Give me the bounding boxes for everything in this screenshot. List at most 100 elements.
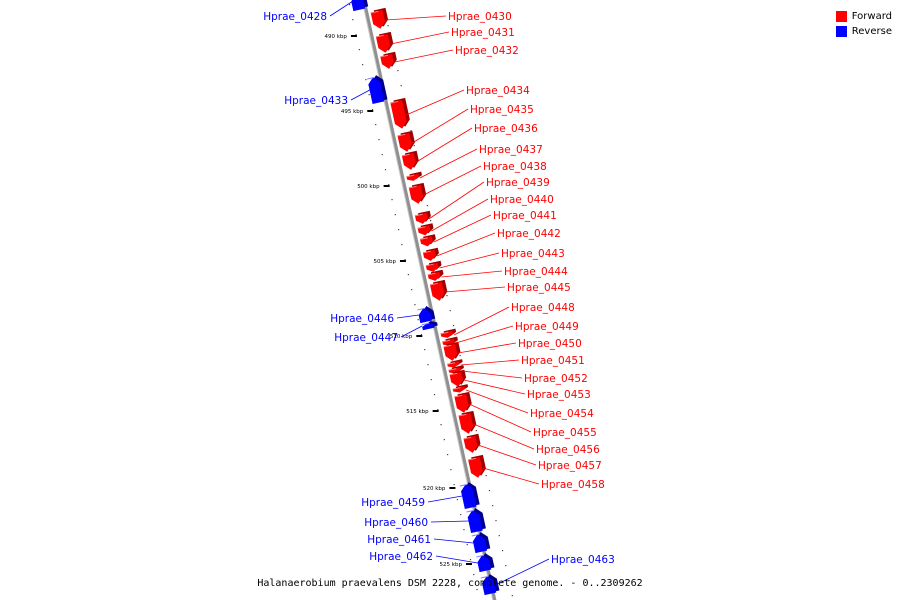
gene-arrow[interactable]	[425, 260, 442, 273]
gene-arrow-face	[408, 184, 424, 204]
minor-tick	[456, 499, 459, 501]
gene-label[interactable]: Hprae_0428	[263, 11, 327, 23]
gene-arrow[interactable]	[480, 573, 500, 596]
gene-label[interactable]: Hprae_0435	[470, 104, 534, 116]
gene-label[interactable]: Hprae_0437	[479, 144, 543, 156]
gene-label[interactable]: Hprae_0443	[501, 248, 565, 260]
gene-label[interactable]: Hprae_0461	[367, 534, 431, 546]
gene-leader-line	[463, 379, 526, 395]
gene-label[interactable]: Hprae_0440	[490, 194, 554, 206]
gene-label[interactable]: Hprae_0459	[361, 497, 425, 509]
gene-label[interactable]: Hprae_0456	[536, 444, 600, 456]
gene-label[interactable]: Hprae_0445	[507, 282, 571, 294]
gene-arrow[interactable]	[422, 247, 441, 262]
gene-arrow-face	[418, 308, 433, 324]
gene-arrow[interactable]	[417, 305, 436, 324]
gene-arrow[interactable]	[408, 182, 428, 205]
gene-arrow[interactable]	[380, 51, 398, 70]
minor-tick	[452, 325, 455, 327]
gene-arrow[interactable]	[370, 7, 389, 30]
gene-label[interactable]: Hprae_0434	[466, 85, 530, 97]
gene-arrow[interactable]	[367, 74, 388, 104]
minor-tick	[453, 484, 455, 486]
minor-tick	[437, 409, 439, 411]
gene-label[interactable]: Hprae_0439	[486, 177, 550, 189]
gene-arrow-face	[397, 132, 412, 152]
gene-label[interactable]: Hprae_0455	[533, 427, 597, 439]
gene-arrow-highlight	[476, 554, 485, 558]
gene-label[interactable]: Hprae_0442	[497, 228, 561, 240]
gene-arrow[interactable]	[463, 433, 482, 454]
gene-arrow[interactable]	[459, 481, 480, 510]
minor-tick	[424, 349, 426, 351]
gene-label[interactable]: Hprae_0446	[330, 313, 394, 325]
gene-arrow[interactable]	[443, 341, 462, 362]
gene-arrow-face	[390, 100, 407, 129]
gene-label[interactable]: Hprae_0452	[524, 373, 588, 385]
minor-tick	[492, 505, 494, 507]
tick-label: 525 kbp	[440, 562, 463, 568]
gene-arrow[interactable]	[452, 384, 469, 394]
gene-leader-line	[455, 325, 514, 344]
gene-label[interactable]: Hprae_0449	[515, 321, 579, 333]
gene-arrow[interactable]	[468, 454, 488, 479]
gene-label[interactable]: Hprae_0447	[334, 332, 398, 344]
gene-arrow[interactable]	[476, 552, 495, 573]
gene-arrow[interactable]	[427, 269, 444, 282]
gene-label[interactable]: Hprae_0460	[364, 517, 428, 529]
gene-arrow[interactable]	[471, 531, 491, 554]
gene-arrow[interactable]	[406, 171, 423, 183]
gene-arrow[interactable]	[466, 507, 486, 534]
gene-arrow[interactable]	[414, 210, 433, 225]
gene-leader-line	[430, 520, 469, 523]
gene-arrow[interactable]	[421, 320, 438, 331]
minor-tick	[475, 430, 477, 432]
gene-arrow[interactable]	[350, 0, 369, 12]
minor-tick	[473, 574, 475, 576]
gene-label[interactable]: Hprae_0462	[369, 551, 433, 563]
gene-label[interactable]: Hprae_0438	[483, 161, 547, 173]
forward-swatch	[835, 11, 847, 22]
gene-arrow[interactable]	[375, 31, 395, 54]
gene-leader-line	[465, 389, 529, 414]
minor-tick	[404, 259, 406, 261]
gene-leader-line	[400, 325, 423, 338]
gene-label[interactable]: Hprae_0458	[541, 479, 605, 491]
gene-label[interactable]: Hprae_0430	[448, 11, 512, 23]
gene-label[interactable]: Hprae_0431	[451, 27, 515, 39]
gene-label[interactable]: Hprae_0448	[511, 302, 575, 314]
minor-tick	[426, 205, 428, 207]
gene-label[interactable]: Hprae_0451	[521, 355, 585, 367]
gene-arrow[interactable]	[454, 391, 473, 414]
gene-label[interactable]: Hprae_0450	[518, 338, 582, 350]
gene-arrow[interactable]	[390, 97, 411, 130]
gene-arrow-highlight	[442, 339, 451, 343]
minor-tick	[508, 580, 510, 582]
gene-arrow[interactable]	[397, 130, 416, 153]
gene-label[interactable]: Hprae_0444	[504, 266, 568, 278]
reverse-swatch	[835, 26, 847, 37]
minor-tick	[511, 595, 513, 597]
gene-label[interactable]: Hprae_0463	[551, 554, 615, 566]
minor-tick	[413, 145, 415, 147]
gene-arrow[interactable]	[458, 410, 478, 435]
gene-label[interactable]: Hprae_0433	[284, 95, 348, 107]
gene-label[interactable]: Hprae_0432	[455, 45, 519, 57]
gene-label[interactable]: Hprae_0453	[527, 389, 591, 401]
gene-arrow[interactable]	[419, 234, 437, 247]
gene-arrow[interactable]	[401, 150, 421, 171]
gene-label[interactable]: Hprae_0457	[538, 460, 602, 472]
minor-tick	[430, 379, 432, 381]
minor-tick	[440, 424, 442, 426]
gene-label[interactable]: Hprae_0454	[530, 408, 594, 420]
gene-label[interactable]: Hprae_0436	[474, 123, 538, 135]
gene-arrow[interactable]	[417, 223, 434, 236]
gene-arrow[interactable]	[447, 359, 464, 369]
minor-tick	[459, 355, 461, 357]
gene-label[interactable]: Hprae_0441	[493, 210, 557, 222]
gene-arrow[interactable]	[449, 369, 467, 388]
gene-arrow[interactable]	[429, 279, 449, 302]
gene-arrow-face	[477, 555, 492, 573]
gene-arrow[interactable]	[440, 328, 457, 340]
minor-tick	[400, 85, 402, 87]
